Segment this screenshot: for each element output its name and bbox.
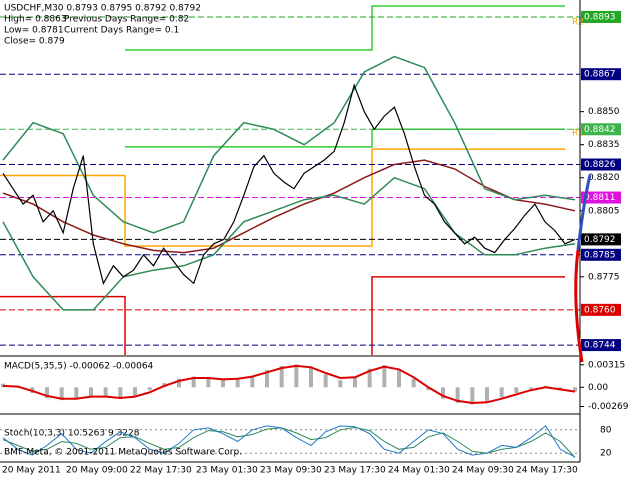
level-label: 0.8867 (584, 70, 616, 80)
macd-bar (338, 380, 343, 388)
x-tick-label: 24 May 01:30 (388, 466, 450, 476)
x-tick-label: 24 May 09:30 (452, 466, 514, 476)
watermark: BMF-Meta, © 2001-2011 MetaQuotes Softwar… (4, 448, 242, 458)
macd-bar (514, 387, 519, 393)
macd-bar (426, 387, 431, 391)
level-box (581, 68, 621, 81)
level-box (581, 303, 621, 316)
macd-bar (441, 387, 445, 399)
x-tick-label: 23 May 09:30 (260, 466, 322, 476)
macd-bar (265, 370, 269, 388)
macd-bar (191, 376, 196, 388)
stoch-signal (2, 426, 576, 458)
macd-bar (118, 387, 123, 399)
x-tick-label: 24 May 17:30 (516, 466, 578, 476)
macd-label: MACD(5,35,5) -0.00062 -0.00064 (4, 362, 154, 372)
pivot-line (0, 148, 565, 247)
macd-bar (89, 387, 93, 396)
macd-bar (367, 368, 372, 388)
y-tick-label: 0.8805 (588, 206, 620, 216)
macd-tick-label: 0.00 (588, 383, 608, 393)
macd-signal (2, 364, 576, 405)
header-text: Close= 0.879 (4, 37, 65, 47)
level-box (581, 248, 621, 261)
stoch-label: Stoch(10,3,3) 10.5263 9.3228 (4, 429, 140, 439)
macd-bar (206, 378, 211, 388)
macd-bar (382, 365, 387, 388)
level-label: 0.8811 (584, 193, 616, 203)
pivot-label: R2 (572, 18, 584, 28)
pivot-label: R1 (572, 129, 584, 139)
macd-tick-label: -0.00269 (588, 402, 629, 412)
macd-bar (1, 383, 5, 388)
macd-bar (294, 364, 299, 388)
forecast-arrow (574, 249, 584, 363)
price-area (0, 5, 580, 355)
level-label: 0.8792 (584, 235, 616, 245)
header-text: High= 0.8863 (4, 15, 67, 25)
header-text: Current Days Range= 0.1 (64, 26, 179, 36)
level-label: 0.8893 (584, 12, 616, 22)
y-tick-label: 0.8835 (588, 140, 620, 150)
header-text: Previous Days Range= 0.82 (64, 15, 189, 25)
level-box (581, 191, 621, 204)
y-tick-label: 0.8820 (588, 173, 620, 183)
forecast-arrow (576, 174, 592, 251)
macd-bar (279, 365, 284, 388)
x-tick-label: 20 May 09:00 (66, 466, 128, 476)
macd-bar (485, 387, 489, 402)
pivot-line (125, 5, 565, 51)
header-text: USDCHF,M30 0.8793 0.8795 0.8792 0.8792 (4, 4, 201, 14)
price-line (2, 83, 576, 285)
macd-bar (74, 387, 79, 399)
y-tick-label: 0.8775 (588, 272, 620, 282)
macd-tick-label: 0.00315 (588, 360, 625, 370)
macd-bar (470, 387, 475, 405)
stoch-tick-label: 80 (600, 425, 612, 435)
macd-bar (177, 378, 181, 388)
y-tick-label: 0.8850 (588, 107, 620, 117)
macd-bar (133, 387, 137, 396)
macd-bar (353, 377, 357, 388)
macd-bar (499, 387, 504, 398)
x-tick-label: 20 May 2011 (2, 466, 61, 476)
macd-bar (411, 378, 416, 388)
macd-bar (221, 380, 225, 388)
macd-bar (573, 387, 577, 392)
indicator-line (2, 176, 576, 311)
macd-bar (147, 387, 152, 391)
level-label: 0.8826 (584, 160, 616, 170)
overlay: USDCHF,M30 0.8793 0.8795 0.8792 0.8792Hi… (0, 4, 629, 476)
indicator-line (2, 55, 576, 234)
stoch-main (2, 425, 576, 458)
level-box (581, 123, 621, 136)
level-box (581, 339, 621, 352)
macd-bar (529, 387, 533, 389)
level-label: 0.8785 (584, 250, 616, 260)
macd-bar (397, 370, 401, 388)
stoch-tick-label: 20 (600, 449, 612, 459)
level-box (581, 10, 621, 23)
macd-bar (235, 378, 240, 388)
macd-bar (309, 367, 313, 388)
level-box (581, 158, 621, 171)
x-tick-label: 22 May 17:30 (130, 466, 192, 476)
macd-bar (59, 387, 64, 401)
level-box (581, 233, 621, 246)
macd-bar (455, 387, 460, 403)
level-label: 0.8842 (584, 125, 616, 135)
level-label: 0.8744 (584, 341, 616, 351)
macd-bar (323, 374, 328, 388)
level-label: 0.8760 (584, 305, 616, 315)
macd-bar (45, 387, 49, 398)
indicator-line (2, 159, 576, 254)
x-tick-label: 23 May 01:30 (196, 466, 258, 476)
header-text: Low= 0.8781 (4, 26, 64, 36)
pivot-line (0, 276, 565, 355)
macd-bar (250, 375, 255, 388)
macd-bar (103, 387, 108, 398)
x-tick-label: 23 May 17:30 (324, 466, 386, 476)
